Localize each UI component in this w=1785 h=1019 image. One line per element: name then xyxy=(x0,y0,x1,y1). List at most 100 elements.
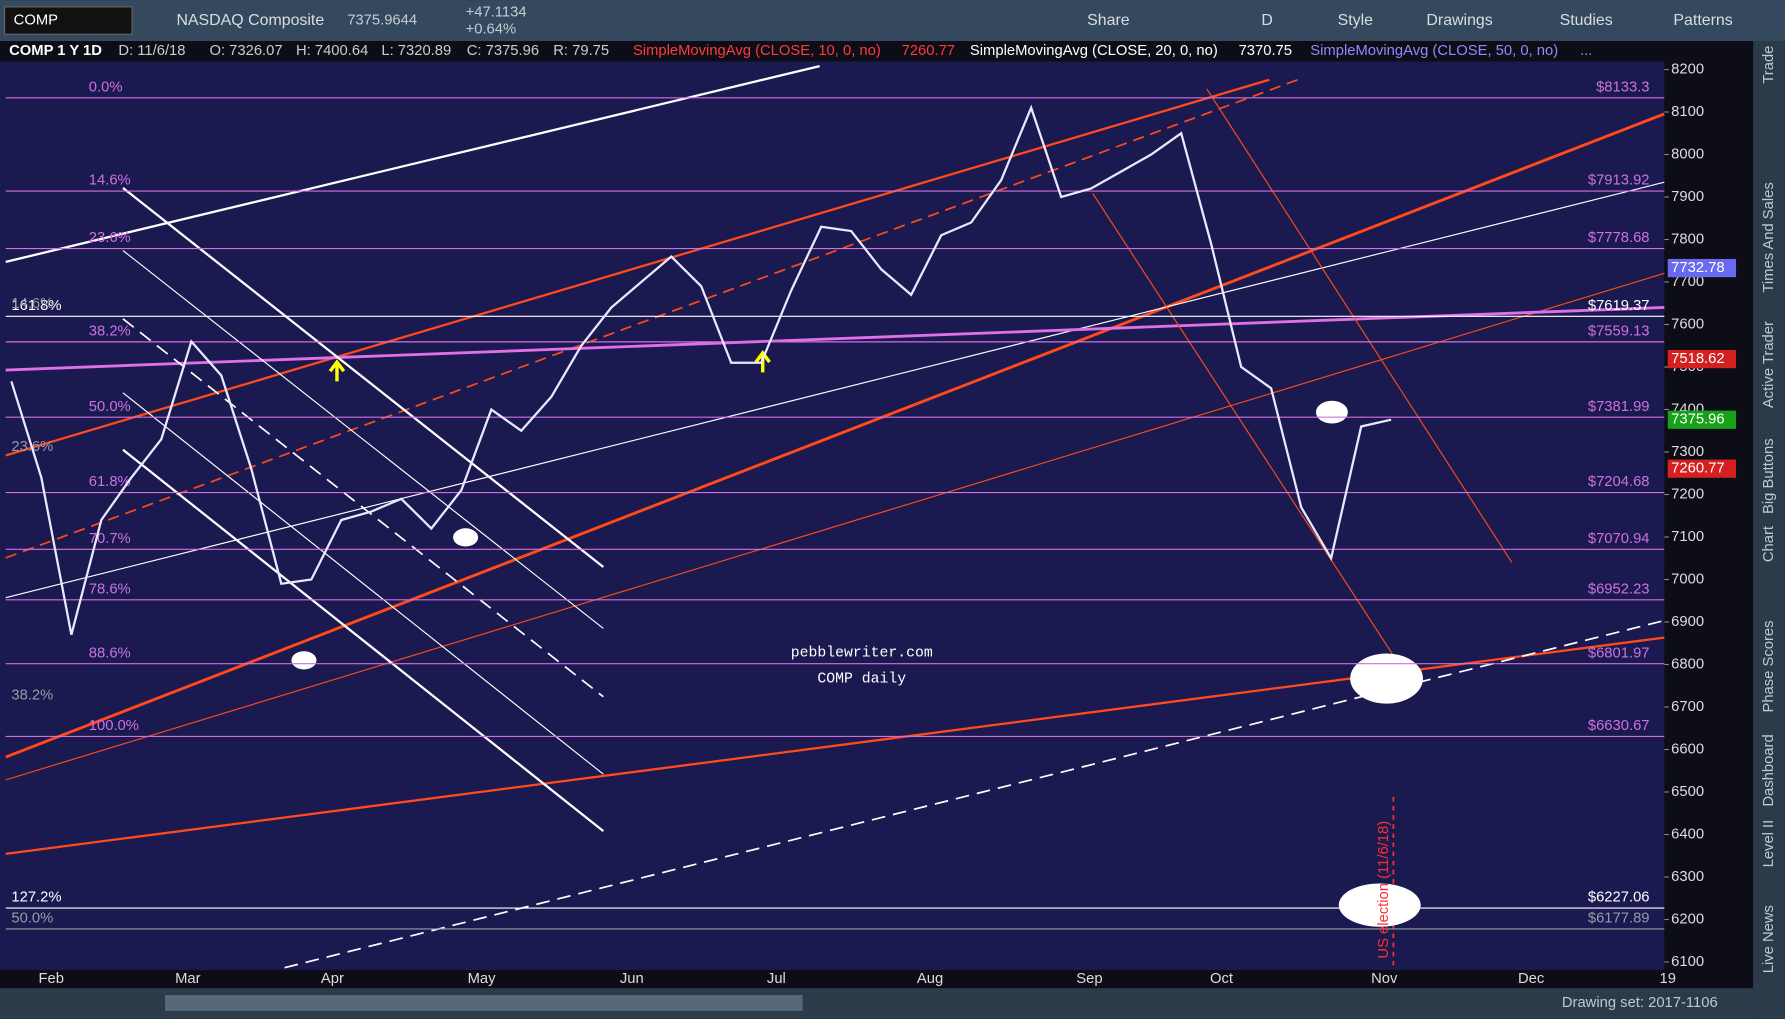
highlight xyxy=(1350,653,1423,704)
side-panel xyxy=(1753,41,1785,1019)
study-value: ... xyxy=(1580,43,1592,59)
x-tick-label: May xyxy=(468,971,497,987)
trendline xyxy=(122,448,605,832)
gray-fib-label: 38.2% xyxy=(11,687,53,703)
trendline xyxy=(5,272,1665,781)
annotation: US election (11/6/18) xyxy=(1376,821,1392,959)
price-flag xyxy=(1667,349,1737,369)
y-tick-label: 7000 xyxy=(1671,571,1704,587)
x-tick-label: Oct xyxy=(1210,971,1233,987)
side-tab[interactable]: Phase Scores xyxy=(1761,620,1777,712)
drawings xyxy=(5,64,1665,969)
price-flag xyxy=(1667,459,1737,478)
fib-pct-label: 50.0% xyxy=(89,399,131,415)
info-close: C: 7375.96 xyxy=(467,43,539,59)
x-tick-label: Dec xyxy=(1518,971,1544,987)
fib-price-label: $6177.89 xyxy=(1588,911,1650,927)
fib-price-label: $6952.23 xyxy=(1588,581,1650,597)
y-tick-label: 6100 xyxy=(1671,954,1704,970)
change: +47.1134 xyxy=(466,4,527,20)
symbol-name: NASDAQ Composite xyxy=(176,12,324,29)
drawing-set: Drawing set: 2017-1106 xyxy=(1562,995,1718,1011)
trendline xyxy=(122,250,604,629)
fib-pct-label: 0.0% xyxy=(89,80,123,96)
side-tab[interactable]: Trade xyxy=(1761,46,1777,84)
fib-pct-label: 70.7% xyxy=(89,531,131,547)
trendline xyxy=(5,78,1299,559)
trendline xyxy=(5,181,1665,599)
side-tab[interactable]: Times And Sales xyxy=(1761,182,1777,292)
highlight xyxy=(1338,883,1421,927)
fib-pct-label: 161.8% xyxy=(11,298,61,314)
price-flag-label: 7375.96 xyxy=(1671,412,1724,428)
trendline xyxy=(122,318,604,698)
y-tick-label: 7600 xyxy=(1671,316,1704,332)
fib-pct-label: 78.6% xyxy=(89,581,131,597)
change-pct: +0.64% xyxy=(466,22,517,38)
fib-price-label: $7778.68 xyxy=(1588,230,1650,246)
y-tick-label: 7200 xyxy=(1671,486,1704,502)
fib-price-label: $7070.94 xyxy=(1588,531,1650,547)
x-tick-label: Mar xyxy=(175,971,201,987)
info-high: H: 7400.64 xyxy=(296,43,368,59)
trendline xyxy=(5,306,1665,372)
y-tick-label: 8200 xyxy=(1671,61,1704,77)
watermark: COMP daily xyxy=(817,671,906,687)
symbol[interactable]: COMP xyxy=(14,12,58,28)
price-line xyxy=(10,104,1392,636)
fib-price-label: $7381.99 xyxy=(1588,399,1650,415)
fib-price-label: $7559.13 xyxy=(1588,324,1650,340)
x-tick-label: Jul xyxy=(767,971,786,987)
x-tick-label: Nov xyxy=(1371,971,1398,987)
y-tick-label: 6900 xyxy=(1671,614,1704,630)
x-tick-label: Apr xyxy=(321,971,344,987)
price-flag xyxy=(1667,258,1737,278)
fib-price-label: $6801.97 xyxy=(1588,645,1650,661)
scroll-thumb[interactable] xyxy=(165,995,803,1011)
fib-pct-label: 38.2% xyxy=(89,324,131,340)
x-tick-label: 19 xyxy=(1660,971,1676,987)
y-tick-label: 7300 xyxy=(1671,444,1704,460)
info-bar xyxy=(0,41,1665,62)
toolbar-button[interactable]: D xyxy=(1261,12,1273,29)
price-axis xyxy=(1664,41,1754,989)
fib-pct-label: 100.0% xyxy=(89,718,139,734)
price-flag-label: 7260.77 xyxy=(1671,461,1724,477)
side-tab[interactable]: Dashboard xyxy=(1761,734,1777,806)
y-tick-label: 6500 xyxy=(1671,784,1704,800)
side-tab[interactable]: Big Buttons xyxy=(1761,438,1777,514)
watermark: pebblewriter.com xyxy=(791,645,933,661)
toolbar-button[interactable]: Share xyxy=(1087,12,1130,29)
info-open: O: 7326.07 xyxy=(209,43,282,59)
trendline xyxy=(1092,193,1401,667)
highlight xyxy=(453,528,479,547)
study-name: SimpleMovingAvg (CLOSE, 10, 0, no) xyxy=(633,43,881,59)
side-tab[interactable]: Active Trader xyxy=(1761,321,1777,408)
study-value: 7260.77 xyxy=(902,43,955,59)
toolbar-button[interactable]: Studies xyxy=(1560,12,1613,29)
study-name: SimpleMovingAvg (CLOSE, 20, 0, no) xyxy=(970,43,1218,59)
fib-pct-label: 61.8% xyxy=(89,474,131,490)
fib-pct-label: 23.6% xyxy=(89,230,131,246)
side-tab[interactable]: Chart xyxy=(1761,526,1777,562)
trendline xyxy=(5,112,1665,759)
side-tab[interactable]: Live News xyxy=(1761,905,1777,973)
y-tick-label: 8000 xyxy=(1671,146,1704,162)
x-tick-label: Jun xyxy=(620,971,644,987)
side-tab[interactable]: Level II xyxy=(1761,820,1777,868)
highlight xyxy=(291,651,317,670)
toolbar-button[interactable]: Style xyxy=(1338,12,1374,29)
y-tick-label: 6300 xyxy=(1671,869,1704,885)
x-tick-label: Feb xyxy=(38,971,63,987)
toolbar-button[interactable]: Drawings xyxy=(1426,12,1492,29)
fib-pct-label: 14.6% xyxy=(89,173,131,189)
trendline xyxy=(122,187,605,568)
y-tick-label: 6700 xyxy=(1671,699,1704,715)
symbol-box[interactable] xyxy=(3,6,133,35)
highlight xyxy=(1315,400,1348,424)
y-tick-label: 8100 xyxy=(1671,104,1704,120)
fib-price-label: $7204.68 xyxy=(1588,474,1650,490)
y-tick-label: 7900 xyxy=(1671,189,1704,205)
study-value: 7370.75 xyxy=(1239,43,1292,59)
toolbar-button[interactable]: Patterns xyxy=(1673,12,1732,29)
